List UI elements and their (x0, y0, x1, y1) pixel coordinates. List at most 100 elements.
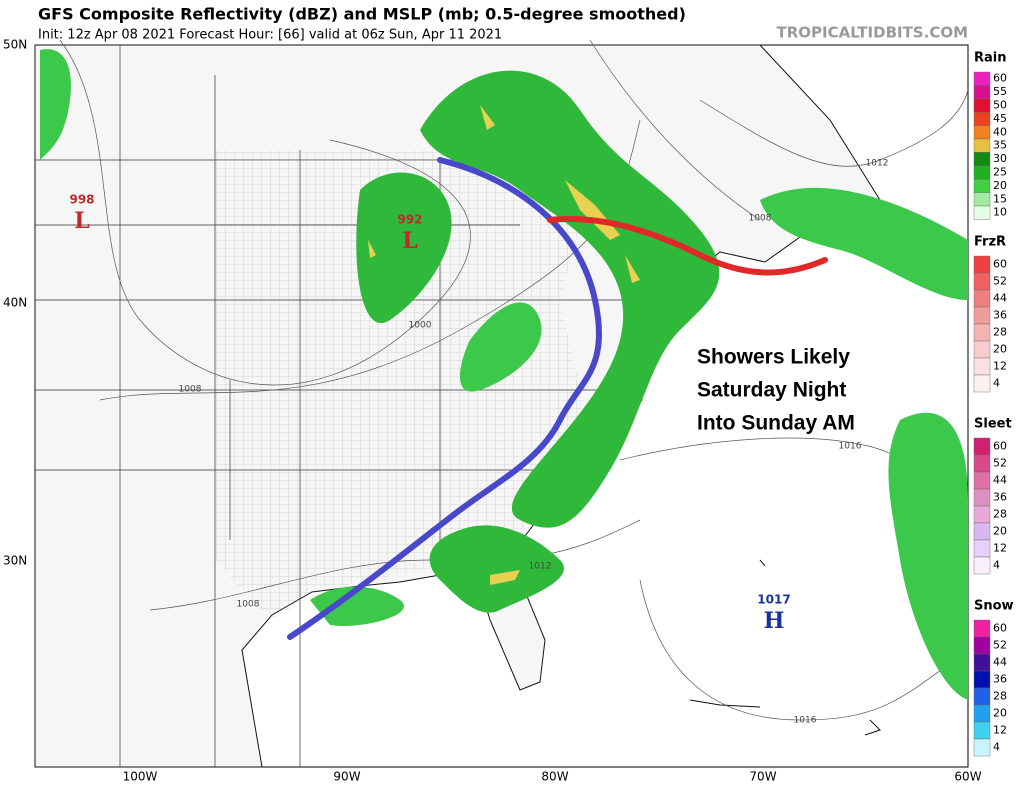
legend-level: 60 (993, 72, 1007, 85)
legend-swatch (973, 340, 991, 359)
annotation: Saturday Night (697, 379, 846, 402)
legend-swatch (973, 374, 991, 393)
legend-swatch (973, 152, 991, 166)
lon-label: 100W (123, 770, 158, 784)
legend-level: 4 (993, 559, 1000, 572)
legend-swatch (973, 205, 991, 220)
legend-swatch (973, 178, 991, 193)
legend-swatch (973, 471, 991, 490)
legend-swatch (973, 85, 991, 100)
legend-swatch (973, 98, 991, 113)
legend-level: 50 (993, 99, 1007, 112)
legend-swatch (973, 721, 991, 740)
legend-swatch (973, 255, 991, 274)
lat-label: 50N (3, 38, 27, 52)
legend-level: 35 (993, 139, 1007, 152)
legend-level: 52 (993, 275, 1007, 288)
legend-level: 28 (993, 508, 1007, 521)
legend-level: 10 (993, 206, 1007, 219)
legend-level: 20 (993, 343, 1007, 356)
legend-level: 12 (993, 542, 1007, 555)
legend-level: 15 (993, 192, 1007, 205)
legend-level: 28 (993, 690, 1007, 703)
legend-level: 44 (993, 474, 1007, 487)
pressure-center: L (74, 208, 89, 234)
isobar-label: 1008 (237, 600, 260, 610)
pressure-value: 992 (397, 213, 422, 227)
legend-swatch (973, 619, 991, 638)
isobar-label: 1012 (866, 159, 889, 169)
legend-swatch (973, 505, 991, 524)
legend-level: 25 (993, 166, 1007, 179)
lat-label: 30N (3, 554, 27, 568)
lon-label: 90W (333, 770, 360, 784)
legend-swatch (973, 71, 991, 86)
lon-label: 70W (749, 770, 776, 784)
legend-swatch (973, 323, 991, 342)
isobar-label: 1000 (409, 321, 432, 331)
lat-label: 40N (3, 296, 27, 310)
legend-level: 4 (993, 377, 1000, 390)
isobar-label: 1016 (839, 442, 862, 452)
legend-swatch (973, 138, 991, 153)
isobar-label: 1008 (749, 214, 772, 224)
legend-swatch (973, 670, 991, 689)
legend-level: 4 (993, 741, 1000, 754)
lon-label: 80W (541, 770, 568, 784)
legend-level: 55 (993, 85, 1007, 98)
lon-label: 60W (954, 770, 981, 784)
legend-swatch (973, 653, 991, 672)
legend-level: 20 (993, 525, 1007, 538)
legend-level: 36 (993, 673, 1007, 686)
legend-swatch (973, 272, 991, 291)
legend-swatch (973, 488, 991, 507)
legend-title: FrzR (974, 235, 1006, 250)
legend-level: 44 (993, 656, 1007, 669)
pressure-center: H (764, 608, 785, 634)
legend-level: 30 (993, 152, 1007, 165)
legend-level: 36 (993, 309, 1007, 322)
isobar-label: 1016 (794, 716, 817, 726)
legend-title: Sleet (974, 417, 1012, 432)
legend-level: 44 (993, 292, 1007, 305)
legend-swatch (973, 454, 991, 473)
precipitation (40, 49, 968, 700)
legend-swatch (973, 636, 991, 655)
legend-level: 60 (993, 440, 1007, 453)
legend-level: 20 (993, 707, 1007, 720)
legend-level: 40 (993, 125, 1007, 138)
pressure-value: 998 (69, 193, 94, 207)
legend-swatch (973, 437, 991, 456)
legend-swatch (973, 125, 991, 140)
legend-title: Rain (974, 51, 1007, 66)
legend-level: 60 (993, 258, 1007, 271)
legend-swatch (973, 704, 991, 723)
legend-level: 12 (993, 360, 1007, 373)
legend-swatch (973, 738, 991, 757)
isobar-label: 1012 (529, 562, 552, 572)
annotation: Into Sunday AM (697, 412, 855, 435)
legend-swatch (973, 165, 991, 180)
fronts (287, 157, 828, 640)
legend-level: 60 (993, 622, 1007, 635)
pressure-value: 1017 (757, 593, 790, 607)
legend-swatch (973, 111, 991, 126)
legend-level: 20 (993, 179, 1007, 192)
annotation: Showers Likely (697, 346, 850, 369)
legend-swatch (973, 556, 991, 575)
legend-title: Snow (974, 599, 1014, 614)
legend-level: 12 (993, 724, 1007, 737)
subtitle: Init: 12z Apr 08 2021 Forecast Hour: [66… (38, 28, 502, 43)
legend-level: 45 (993, 112, 1007, 125)
legend-level: 36 (993, 491, 1007, 504)
legend-swatch (973, 357, 991, 376)
pressure-center: L (402, 228, 417, 254)
title: GFS Composite Reflectivity (dBZ) and MSL… (38, 5, 686, 24)
legend-swatch (973, 289, 991, 308)
isobar-label: 1008 (179, 385, 202, 395)
legend-swatch (973, 522, 991, 541)
watermark: TROPICALTIDBITS.COM (777, 24, 969, 42)
legend-swatch (973, 306, 991, 325)
legend-level: 52 (993, 457, 1007, 470)
